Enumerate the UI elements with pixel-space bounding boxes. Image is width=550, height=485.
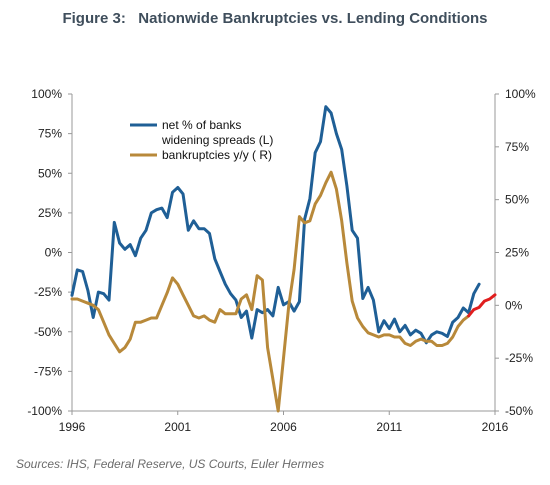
left-tick-label: 25% [38, 206, 62, 220]
axes: 100% 75% 50% 25% 0% -25% -50% -75% -100% 100% 75% 5… [27, 87, 536, 434]
left-tick-label: 75% [38, 127, 62, 141]
left-tick-label: 100% [31, 87, 62, 101]
left-tick-label: -50% [34, 325, 62, 339]
left-tick-label: -100% [27, 404, 62, 418]
series-line-0 [70, 105, 481, 345]
series-layer [70, 105, 497, 413]
left-tick-label: -25% [34, 285, 62, 299]
right-tick-label: 100% [505, 87, 536, 101]
chart-title: Figure 3: Nationwide Bankruptcies vs. Le… [62, 10, 488, 27]
legend-label-0: widening spreads (L) [161, 133, 273, 147]
left-tick-label: 50% [38, 166, 62, 180]
x-tick-label: 2016 [482, 420, 509, 434]
x-tick-label: 2006 [270, 420, 297, 434]
right-tick-label: 0% [505, 298, 523, 312]
right-tick-label: 25% [505, 246, 529, 260]
series-line-1 [70, 170, 471, 413]
x-tick-label: 2001 [164, 420, 191, 434]
left-tick-label: 0% [45, 246, 63, 260]
right-tick-label: -50% [505, 404, 533, 418]
source-note: Sources: IHS, Federal Reserve, US Courts… [16, 457, 325, 471]
x-tick-label: 1996 [59, 420, 86, 434]
x-tick-label: 2011 [376, 420, 402, 434]
series-line-2 [467, 293, 497, 318]
left-tick-label: -75% [34, 364, 62, 378]
legend-label-1: bankruptcies y/y ( R) [162, 148, 272, 162]
right-tick-label: 75% [505, 140, 529, 154]
right-tick-label: 50% [505, 193, 529, 207]
legend-label-0: net % of banks [162, 118, 241, 132]
right-tick-label: -25% [505, 351, 533, 365]
